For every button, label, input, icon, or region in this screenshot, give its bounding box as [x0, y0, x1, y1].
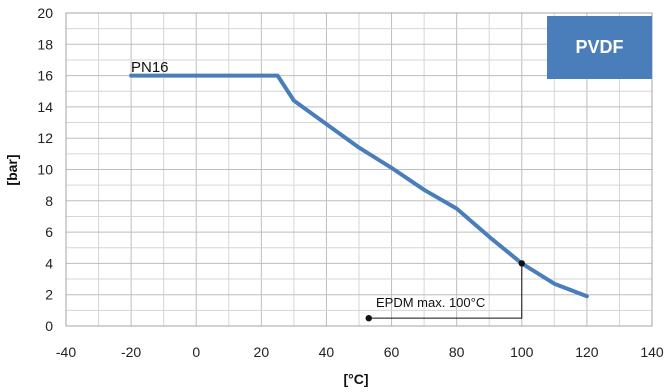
x-tick-label: 100: [510, 344, 534, 360]
annotation-marker-dot: [518, 260, 525, 267]
x-tick-label: 120: [575, 344, 599, 360]
series-line-0: [129, 73, 589, 299]
y-tick-label: 8: [45, 193, 53, 209]
y-tick-label: 2: [45, 287, 53, 303]
x-tick-label: 140: [640, 344, 664, 360]
plot-border: [65, 12, 653, 327]
y-tick-label: 14: [37, 99, 53, 115]
annotation-leader-line: [368, 263, 523, 319]
y-tick-label: 12: [37, 130, 53, 146]
annotation-layer: [365, 260, 525, 322]
pvdf-badge: [547, 16, 652, 79]
annotation-anchor-dot: [365, 314, 372, 322]
x-tick-label: 20: [254, 344, 270, 360]
x-tick-label: 40: [319, 344, 335, 360]
x-tick-label: -40: [56, 344, 76, 360]
x-tick-label: 80: [449, 344, 465, 360]
y-tick-label: 6: [45, 224, 53, 240]
x-tick-label: 60: [384, 344, 400, 360]
x-axis-title: [°C]: [343, 371, 368, 387]
x-tick-label: -20: [121, 344, 141, 360]
series-layer: [129, 73, 589, 299]
annotation-label: EPDM max. 100°C: [376, 295, 485, 310]
y-tick-label: 10: [37, 162, 53, 178]
y-axis-title: [bar]: [4, 154, 20, 185]
y-tick-label: 0: [45, 318, 53, 334]
y-tick-label: 4: [45, 255, 53, 271]
axes: -40 -20 0 20 40 60 80 100 120 140 0 2 4 6 8 10 12 14 16 18 2…: [37, 5, 663, 360]
y-tick-label: 20: [37, 5, 53, 21]
y-tick-label: 18: [37, 36, 53, 52]
pvdf-badge-label: PVDF: [575, 37, 623, 57]
x-tick-label: 0: [192, 344, 200, 360]
y-tick-label: 16: [37, 68, 53, 84]
series-label-pn16: PN16: [131, 59, 169, 76]
